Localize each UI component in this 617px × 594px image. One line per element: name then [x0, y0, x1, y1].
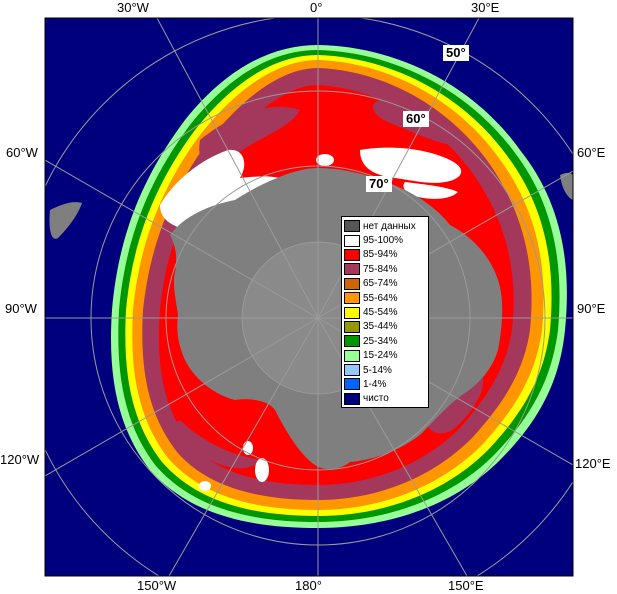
legend-item: 85-94% [344, 248, 426, 262]
legend-item: 15-24% [344, 349, 426, 363]
legend-item: 45-54% [344, 305, 426, 319]
legend-swatch [344, 349, 360, 362]
legend-label: 25-34% [363, 335, 398, 347]
ice-patch-95-100 [160, 149, 285, 236]
legend-item: 95-100% [344, 233, 426, 247]
longitude-label-90w: 90°W [5, 301, 37, 316]
legend-swatch [344, 248, 360, 261]
land-fragment [49, 202, 82, 239]
legend-label: 15-24% [363, 350, 398, 362]
ice-concentration-legend: нет данных 95-100% 85-94% 75-84% 65-74% 55-64… [341, 216, 429, 409]
longitude-label-150e: 150°E [448, 578, 484, 593]
legend-label: чисто [363, 393, 389, 405]
legend-label: 95-100% [363, 235, 404, 247]
legend-label: 65-74% [363, 278, 398, 290]
longitude-label-180: 180° [295, 578, 322, 593]
ice-patch-95-100 [255, 458, 269, 482]
legend-label: 45-54% [363, 307, 398, 319]
legend-swatch [344, 220, 360, 233]
legend-item: нет данных [344, 219, 426, 233]
latitude-label-50: 50° [443, 45, 469, 61]
longitude-label-30e: 30°E [471, 0, 500, 15]
map-frame [44, 17, 574, 577]
longitude-label-60e: 60°E [577, 145, 606, 160]
land-fragment [560, 172, 573, 200]
ice-patch-95-100 [403, 182, 458, 199]
ice-patch-95-100 [199, 481, 211, 491]
longitude-label-60w: 60°W [6, 145, 38, 160]
ice-patch-95-100 [360, 147, 462, 183]
legend-label: 35-44% [363, 321, 398, 333]
legend-swatch [344, 392, 360, 405]
legend-item: 35-44% [344, 320, 426, 334]
legend-label: 85-94% [363, 249, 398, 261]
longitude-label-30w: 30°W [117, 0, 149, 15]
legend-label: 55-64% [363, 292, 398, 304]
legend-item: 1-4% [344, 377, 426, 391]
latitude-label-60: 60° [403, 111, 429, 127]
longitude-label-120e: 120°E [575, 456, 611, 471]
legend-item: 55-64% [344, 291, 426, 305]
map-canvas [45, 18, 573, 576]
legend-swatch [344, 263, 360, 276]
legend-label: 75-84% [363, 263, 398, 275]
antarctic-peninsula [187, 198, 247, 237]
longitude-label-150w: 150°W [137, 578, 177, 593]
longitude-label-0: 0° [310, 0, 323, 15]
longitude-label-90e: 90°E [577, 301, 606, 316]
legend-swatch [344, 378, 360, 391]
ice-patch-95-100 [316, 154, 334, 166]
legend-swatch [344, 306, 360, 319]
legend-label: 5-14% [363, 364, 392, 376]
legend-item: 25-34% [344, 334, 426, 348]
ice-patch-75-84 [175, 420, 260, 469]
legend-label: нет данных [363, 220, 416, 232]
legend-swatch [344, 364, 360, 377]
legend-swatch [344, 320, 360, 333]
latitude-label-70: 70° [366, 176, 392, 192]
legend-swatch [344, 292, 360, 305]
legend-swatch [344, 277, 360, 290]
legend-item: 5-14% [344, 363, 426, 377]
legend-item: 65-74% [344, 277, 426, 291]
legend-swatch [344, 234, 360, 247]
legend-item: 75-84% [344, 262, 426, 276]
legend-label: 1-4% [363, 378, 387, 390]
legend-swatch [344, 335, 360, 348]
longitude-label-120w: 120°W [0, 452, 40, 467]
legend-item: чисто [344, 392, 426, 406]
